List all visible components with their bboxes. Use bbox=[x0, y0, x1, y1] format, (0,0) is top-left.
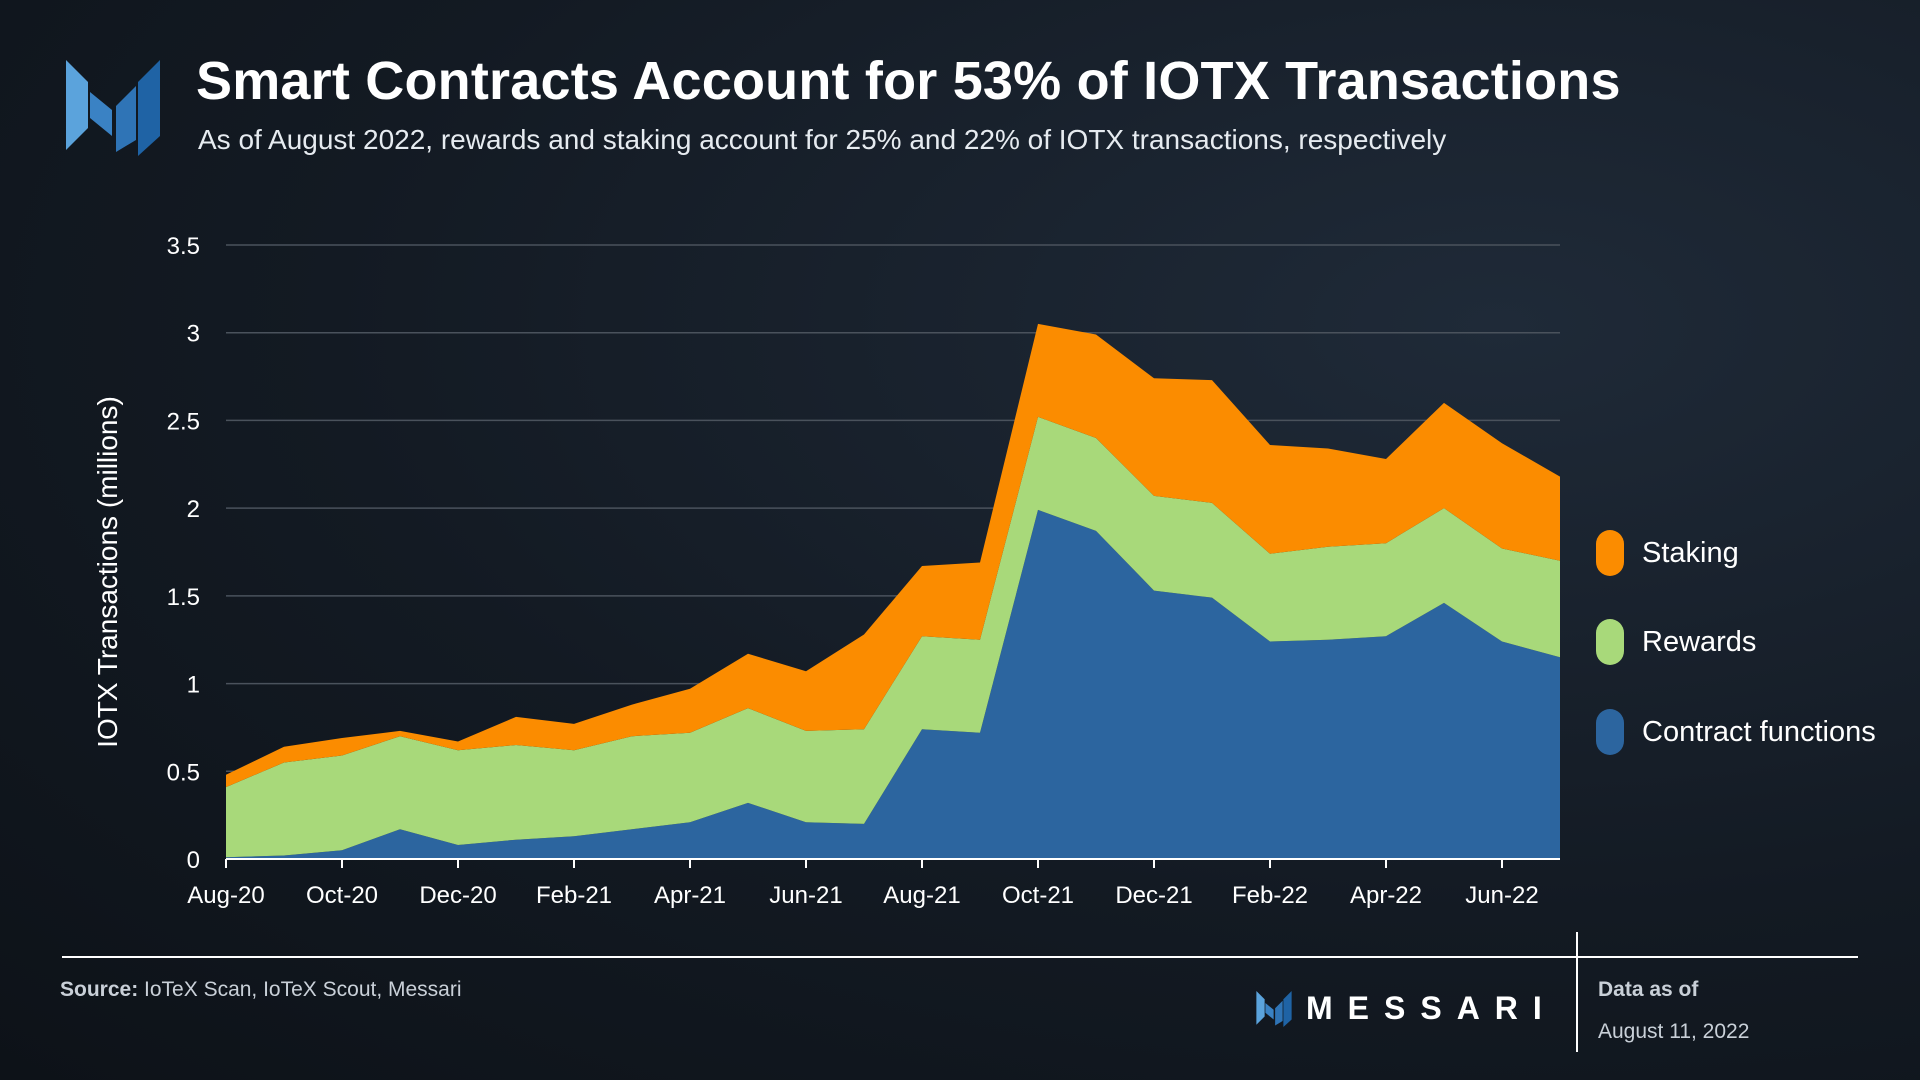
y-tick-label: 0.5 bbox=[167, 759, 200, 786]
legend-item-contract-functions: Contract functions bbox=[1596, 709, 1876, 755]
x-axis-ticks: Aug-20 Oct-20 Dec-20 Feb-21 Apr-21 Jun-21 Aug-… bbox=[187, 859, 1539, 909]
y-tick-label: 2 bbox=[187, 496, 200, 523]
y-tick-label: 0 bbox=[187, 847, 200, 874]
brand-name: MESSARI bbox=[1306, 990, 1557, 1026]
y-tick-label: 2.5 bbox=[167, 408, 200, 435]
legend-swatch-rewards bbox=[1596, 619, 1624, 665]
x-tick-label: Dec-20 bbox=[419, 882, 496, 909]
y-tick-label: 1 bbox=[187, 672, 200, 699]
x-tick-label: Jun-21 bbox=[769, 882, 842, 909]
y-tick-label: 3.5 bbox=[167, 233, 200, 260]
x-tick-label: Oct-21 bbox=[1002, 882, 1074, 909]
source-note: Source: IoTeX Scan, IoTeX Scout, Messari bbox=[60, 978, 462, 1002]
x-tick-label: Feb-21 bbox=[536, 882, 612, 909]
x-tick-label: Feb-22 bbox=[1232, 882, 1308, 909]
data-as-of-label: Data as of bbox=[1598, 978, 1699, 1001]
legend-swatch-staking bbox=[1596, 530, 1624, 576]
legend-label-staking: Staking bbox=[1642, 536, 1739, 569]
footer-divider bbox=[62, 956, 1858, 958]
area-series-staking bbox=[226, 323, 1560, 788]
x-tick-label: Apr-22 bbox=[1350, 882, 1422, 909]
y-axis-label: IOTX Transactions (millions) bbox=[92, 396, 123, 748]
brand-mark: MESSARI bbox=[1256, 990, 1557, 1027]
footer-vertical-divider bbox=[1576, 932, 1578, 1052]
data-as-of-date: August 11, 2022 bbox=[1598, 1020, 1750, 1043]
chart-subtitle: As of August 2022, rewards and staking a… bbox=[198, 124, 1447, 155]
y-axis-ticks: 0 0.5 1 1.5 2 2.5 3 3.5 bbox=[167, 233, 200, 874]
legend-swatch-contract-functions bbox=[1596, 709, 1624, 755]
messari-logo-icon bbox=[66, 60, 160, 156]
legend-label-rewards: Rewards bbox=[1642, 625, 1757, 658]
stacked-areas bbox=[226, 323, 1560, 859]
legend-item-staking: Staking bbox=[1596, 530, 1739, 576]
x-tick-label: Aug-20 bbox=[187, 882, 264, 909]
legend-label-contract-functions: Contract functions bbox=[1642, 715, 1876, 748]
legend-item-rewards: Rewards bbox=[1596, 619, 1756, 665]
x-tick-label: Apr-21 bbox=[654, 882, 726, 909]
x-tick-label: Oct-20 bbox=[306, 882, 378, 909]
source-label: Source: bbox=[60, 978, 139, 1001]
y-tick-label: 3 bbox=[187, 321, 200, 348]
area-series-rewards bbox=[226, 416, 1560, 858]
y-tick-label: 1.5 bbox=[167, 584, 200, 611]
x-tick-label: Dec-21 bbox=[1115, 882, 1192, 909]
source-text: IoTeX Scan, IoTeX Scout, Messari bbox=[144, 978, 462, 1001]
x-tick-label: Jun-22 bbox=[1465, 882, 1538, 909]
area-series-contract-functions bbox=[226, 509, 1560, 859]
messari-brand-icon bbox=[1256, 990, 1292, 1027]
x-tick-label: Aug-21 bbox=[883, 882, 960, 909]
chart-title: Smart Contracts Account for 53% of IOTX … bbox=[196, 51, 1621, 111]
